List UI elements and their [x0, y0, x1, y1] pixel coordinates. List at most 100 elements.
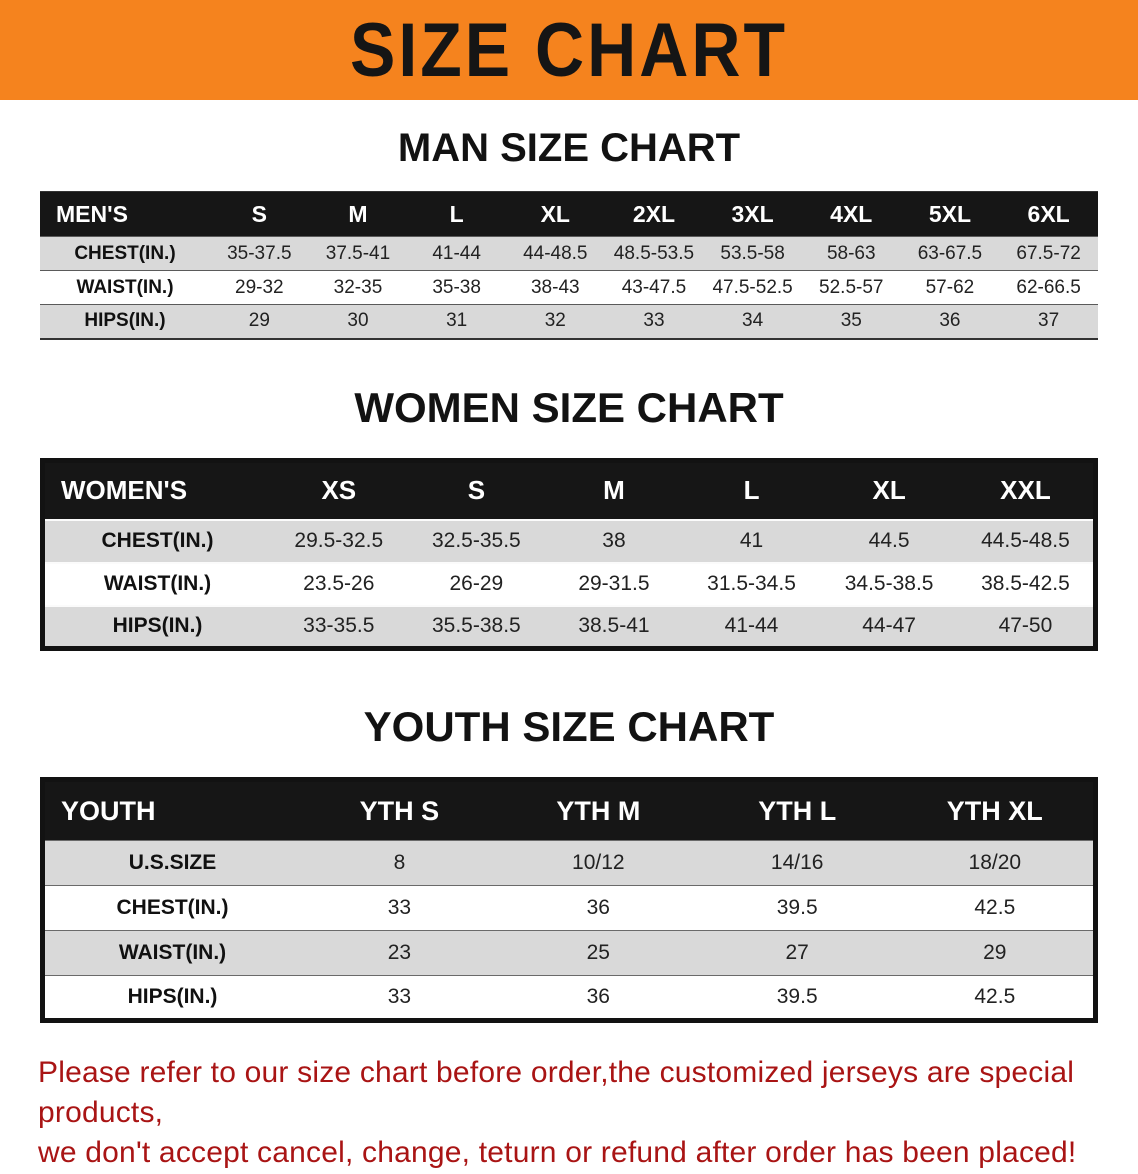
size-value-cell: 44-47 [862, 614, 916, 638]
size-value-cell: 67.5-72 [1016, 242, 1081, 264]
size-column-header: XL [820, 460, 958, 520]
size-value-cell: 32 [544, 310, 566, 332]
size-value-cell: 38.5-42.5 [981, 572, 1070, 595]
size-column-header: L [682, 460, 821, 520]
size-column-header: XS [270, 460, 408, 520]
size-value-cell: 25 [586, 941, 610, 964]
size-value-cell: 38-43 [530, 276, 580, 298]
size-value-cell: 33-35.5 [303, 614, 375, 638]
row-label: CHEST(IN.) [74, 242, 176, 264]
size-value-cell: 29.5-32.5 [294, 529, 384, 552]
size-column-header: M [308, 191, 408, 237]
size-value-cell: 32.5-35.5 [431, 529, 521, 552]
table-header-row: WOMEN'S XS S M L XL XXL [42, 460, 1096, 520]
size-value-cell: 44.5-48.5 [981, 529, 1070, 552]
size-value-cell: 52.5-57 [819, 276, 884, 298]
size-value-cell: 41-44 [724, 614, 779, 638]
table-row: CHEST(IN.) 35-37.5 37.5-41 41-44 44-48.5 48.5… [40, 236, 1098, 271]
size-value-cell: 53.5-58 [720, 242, 785, 264]
size-value-cell: 29 [248, 310, 270, 332]
size-value-cell: 29-32 [235, 276, 284, 298]
men-section-heading: MAN SIZE CHART [397, 126, 741, 170]
table-corner-label: WOMEN'S [42, 460, 270, 520]
size-value-cell: 42.5 [974, 896, 1016, 919]
size-value-cell: 31 [446, 310, 468, 332]
size-column-header: 5XL [900, 191, 1000, 237]
size-column-header: YTH M [498, 779, 698, 841]
size-value-cell: 35-37.5 [227, 242, 292, 264]
youth-section-heading: YOUTH SIZE CHART [363, 703, 775, 750]
size-value-cell: 14/16 [770, 851, 824, 874]
size-value-cell: 31.5-34.5 [707, 572, 796, 595]
size-value-cell: 44.5 [868, 529, 910, 552]
size-value-cell: 38 [602, 529, 626, 552]
size-value-cell: 36 [586, 985, 610, 1008]
size-column-header: 6XL [999, 191, 1098, 237]
size-value-cell: 42.5 [974, 985, 1016, 1008]
size-value-cell: 41 [739, 529, 764, 552]
size-value-cell: 29-31.5 [578, 572, 650, 595]
table-row: U.S.SIZE 8 10/12 14/16 18/20 [42, 840, 1096, 886]
disclaimer-note: Please refer to our size chart before or… [38, 1053, 1100, 1174]
size-value-cell: 35.5-38.5 [431, 614, 521, 638]
size-value-cell: 29 [983, 941, 1007, 964]
size-column-header: S [407, 460, 546, 520]
row-label: U.S.SIZE [128, 851, 217, 874]
size-value-cell: 35-38 [432, 276, 481, 298]
size-value-cell: 47-50 [998, 614, 1053, 638]
row-label: CHEST(IN.) [101, 529, 214, 552]
size-column-header: 2XL [604, 191, 704, 237]
size-value-cell: 33 [643, 310, 665, 332]
size-column-header: L [407, 191, 506, 237]
size-column-header: XL [505, 191, 605, 237]
size-value-cell: 48.5-53.5 [613, 242, 695, 264]
size-value-cell: 58-63 [826, 242, 876, 264]
size-chart-banner: SIZE CHART [0, 0, 1138, 100]
size-value-cell: 35 [840, 310, 862, 332]
table-row: CHEST(IN.) 33 36 39.5 42.5 [42, 885, 1096, 931]
size-column-header: M [545, 460, 683, 520]
size-column-header: XXL [957, 460, 1096, 520]
table-row: HIPS(IN.) 33 36 39.5 42.5 [42, 975, 1096, 1021]
size-value-cell: 43-47.5 [621, 276, 687, 298]
size-value-cell: 41-44 [432, 242, 481, 264]
size-column-header: 4XL [801, 191, 901, 237]
size-value-cell: 34 [742, 310, 764, 332]
size-value-cell: 47.5-52.5 [712, 276, 793, 298]
size-value-cell: 57-62 [925, 276, 975, 298]
size-value-cell: 44-48.5 [523, 242, 588, 264]
row-label: CHEST(IN.) [116, 896, 229, 919]
size-value-cell: 34.5-38.5 [844, 572, 934, 595]
size-value-cell: 62-66.5 [1016, 276, 1081, 298]
size-column-header: YTH S [300, 779, 499, 841]
row-label: WAIST(IN.) [103, 572, 212, 595]
size-value-cell: 30 [347, 310, 369, 332]
size-value-cell: 37 [1038, 310, 1060, 332]
table-header-row: YOUTH YTH S YTH M YTH L YTH XL [42, 779, 1096, 841]
table-row: WAIST(IN.) 23 25 27 29 [42, 930, 1096, 976]
size-value-cell: 23 [387, 941, 412, 964]
size-value-cell: 27 [785, 941, 809, 964]
youth-size-table: YOUTH YTH S YTH M YTH L YTH XL U.S.SIZE 8 10/12… [40, 777, 1098, 1023]
size-value-cell: 37.5-41 [325, 242, 391, 264]
table-corner-label: YOUTH [42, 779, 300, 841]
women-size-table: WOMEN'S XS S M L XL XXL CHEST(IN.) 29.5-32.5 32.5… [40, 457, 1098, 651]
size-value-cell: 18/20 [968, 851, 1022, 874]
size-value-cell: 38.5-41 [578, 614, 650, 638]
size-value-cell: 39.5 [776, 985, 818, 1008]
women-section-heading: WOMEN SIZE CHART [354, 383, 784, 431]
size-value-cell: 26-29 [449, 572, 504, 595]
size-value-cell: 36 [586, 896, 610, 919]
row-label: HIPS(IN.) [112, 614, 203, 638]
size-value-cell: 32-35 [333, 276, 383, 298]
row-label: WAIST(IN.) [118, 941, 227, 964]
disclaimer-line-2: we don't accept cancel, change, teturn o… [38, 1136, 1077, 1170]
size-value-cell: 8 [393, 851, 406, 874]
size-column-header: 3XL [703, 191, 802, 237]
size-value-cell: 63-67.5 [917, 242, 983, 264]
table-row: WAIST(IN.) 29-32 32-35 35-38 38-43 43-47.5 47.… [40, 270, 1098, 305]
table-row: HIPS(IN.) 29 30 31 32 33 34 35 36 37 [40, 304, 1098, 339]
size-column-header: YTH L [697, 779, 897, 841]
size-value-cell: 39.5 [776, 896, 818, 919]
size-column-header: YTH XL [896, 779, 1096, 841]
